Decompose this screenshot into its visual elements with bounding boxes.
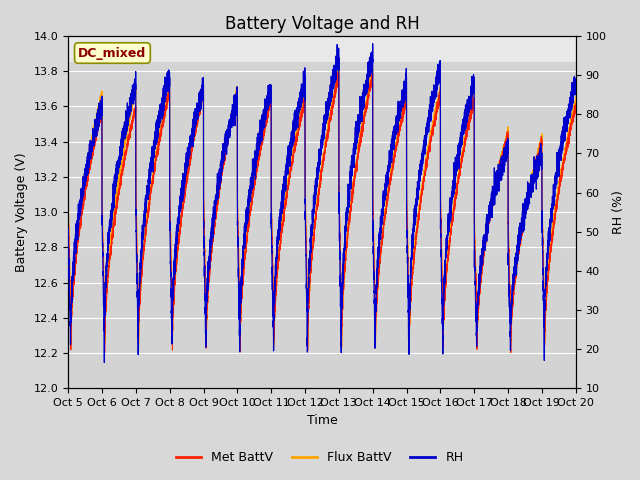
Bar [68, 62, 576, 388]
X-axis label: Time: Time [307, 414, 337, 427]
Y-axis label: RH (%): RH (%) [612, 190, 625, 234]
Title: Battery Voltage and RH: Battery Voltage and RH [225, 15, 419, 33]
Text: DC_mixed: DC_mixed [78, 47, 147, 60]
Bar [68, 36, 576, 62]
Y-axis label: Battery Voltage (V): Battery Voltage (V) [15, 152, 28, 272]
Legend: Met BattV, Flux BattV, RH: Met BattV, Flux BattV, RH [172, 446, 468, 469]
